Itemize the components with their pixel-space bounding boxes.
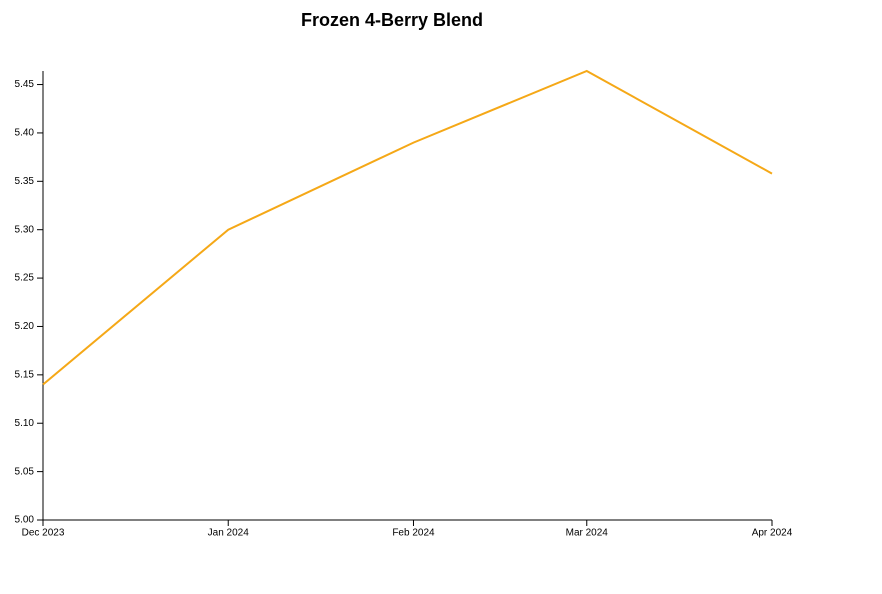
y-tick-label: 5.20: [15, 321, 35, 332]
y-tick-label: 5.25: [15, 273, 35, 284]
y-tick-label: 5.30: [15, 224, 35, 235]
y-tick-label: 5.45: [15, 79, 35, 90]
y-tick-label: 5.35: [15, 176, 35, 187]
x-tick-label: Feb 2024: [392, 528, 435, 539]
y-tick-label: 5.40: [15, 128, 35, 139]
x-tick-label: Mar 2024: [566, 528, 609, 539]
x-tick-label: Apr 2024: [752, 528, 793, 539]
y-tick-label: 5.15: [15, 369, 35, 380]
line: [42, 69, 773, 386]
x-tick-label: Jan 2024: [208, 528, 250, 539]
y-tick-label: 5.05: [15, 466, 35, 477]
y-tick-label: 5.10: [15, 418, 35, 429]
x-tick-label: Dec 2023: [22, 528, 65, 539]
chart-title: Frozen 4-Berry Blend: [301, 10, 483, 30]
y-tick-label: 5.00: [15, 515, 35, 526]
